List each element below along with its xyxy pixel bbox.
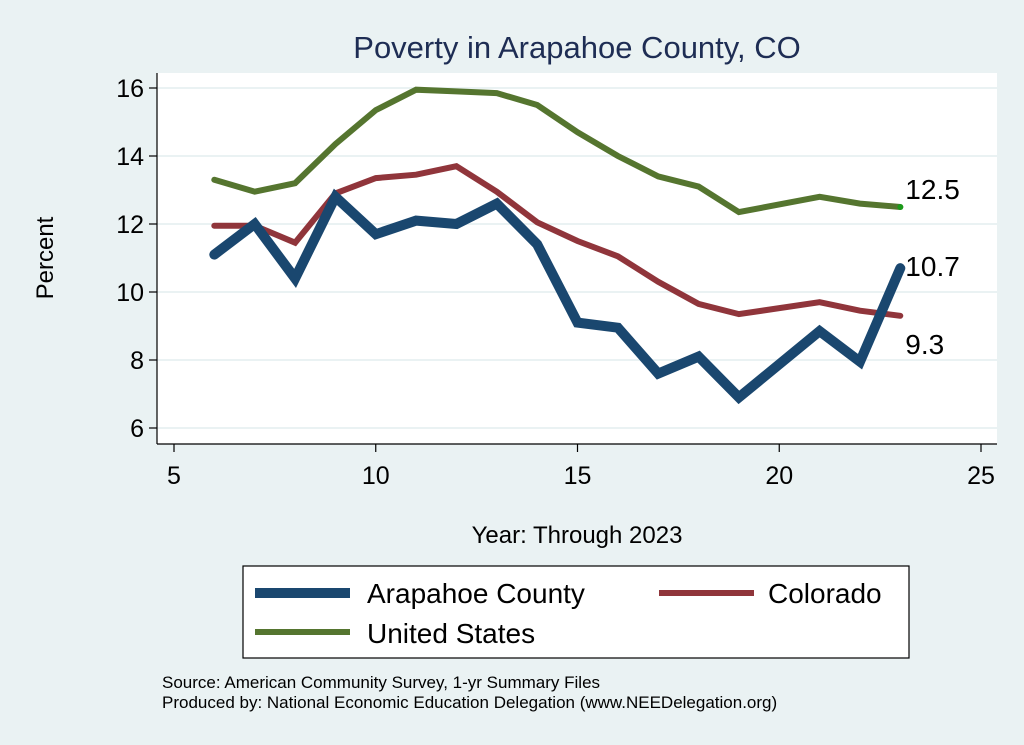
x-axis-ticks: 5 10 15 20 25	[167, 444, 995, 490]
x-tick-label-10: 10	[362, 462, 390, 490]
y-tick-label-6: 6	[130, 415, 144, 443]
producer-note: Produced by: National Economic Education…	[162, 693, 777, 712]
legend-label-colorado: Colorado	[768, 578, 882, 609]
x-tick-label-25: 25	[967, 462, 995, 490]
legend: Arapahoe County Colorado United States	[242, 565, 910, 659]
y-tick-label-12: 12	[116, 211, 144, 239]
x-axis-title: Year: Through 2023	[472, 522, 683, 549]
chart-title: Poverty in Arapahoe County, CO	[353, 30, 800, 65]
y-tick-label-10: 10	[116, 279, 144, 307]
end-label-colorado: 9.3	[905, 329, 944, 360]
y-tick-label-14: 14	[116, 143, 144, 171]
series-layer: 12.5 9.3 10.7	[209, 86, 960, 405]
source-note: Source: American Community Survey, 1-yr …	[162, 673, 600, 692]
gridlines	[157, 87, 997, 429]
y-tick-label-8: 8	[130, 347, 144, 375]
y-axis-title: Percent	[32, 216, 59, 299]
end-marker-united-states	[897, 204, 904, 210]
end-label-united-states: 12.5	[905, 174, 960, 205]
y-axis-ticks: 6 8 10 12 14 16	[116, 75, 157, 443]
x-tick-label-20: 20	[765, 462, 793, 490]
legend-label-arapahoe-county: Arapahoe County	[367, 578, 585, 609]
x-tick-label-15: 15	[564, 462, 592, 490]
legend-box	[242, 565, 910, 659]
x-tick-label-5: 5	[167, 462, 181, 490]
legend-label-united-states: United States	[367, 618, 535, 649]
end-label-arapahoe-county: 10.7	[905, 251, 960, 282]
y-tick-label-16: 16	[116, 75, 144, 103]
